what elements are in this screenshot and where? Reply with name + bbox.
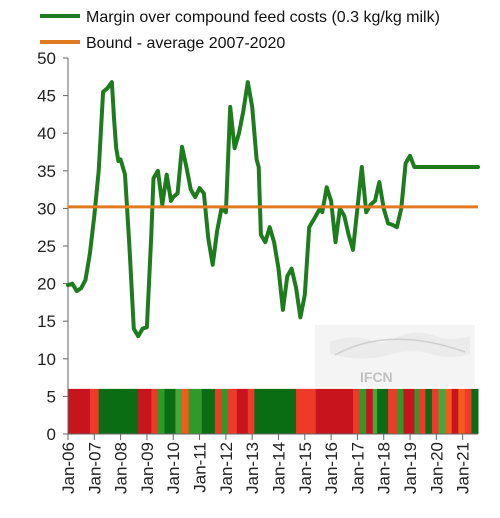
heat-segment — [353, 388, 361, 434]
heat-segment — [236, 388, 249, 434]
x-tick-label: Jan-20 — [427, 442, 446, 494]
x-tick-label: Jan-21 — [454, 442, 473, 494]
y-tick-label: 30 — [37, 199, 56, 218]
x-tick-label: Jan-07 — [85, 442, 104, 494]
heat-segment — [188, 388, 203, 434]
series-layer — [66, 80, 480, 339]
heat-segment — [425, 388, 433, 434]
y-tick-label: 35 — [37, 162, 56, 181]
heat-segment — [201, 388, 216, 434]
heat-segment — [254, 388, 297, 434]
x-tick-label: Jan-16 — [322, 442, 341, 494]
y-tick-label: 25 — [37, 237, 56, 256]
heat-segment — [138, 388, 152, 434]
legend: Margin over compound feed costs (0.3 kg/… — [40, 9, 440, 52]
y-tick-label: 20 — [37, 275, 56, 294]
heat-segment — [451, 388, 459, 434]
y-tick-label: 0 — [47, 425, 56, 444]
x-tick-label: Jan-09 — [138, 442, 157, 494]
x-tick-label: Jan-14 — [269, 442, 288, 494]
x-tick-label: Jan-18 — [375, 442, 394, 494]
heat-segment — [431, 388, 440, 434]
x-tick-label: Jan-17 — [348, 442, 367, 494]
heat-segment — [464, 388, 472, 434]
heat-segment — [396, 388, 404, 434]
heat-segment — [359, 388, 367, 434]
heat-segment — [418, 388, 426, 434]
x-tick-label: Jan-08 — [112, 442, 131, 494]
heat-segment — [164, 388, 176, 434]
legend-label: Bound - average 2007-2020 — [86, 35, 285, 52]
y-tick-label: 40 — [37, 124, 56, 143]
x-tick-label: Jan-12 — [217, 442, 236, 494]
heat-segment — [175, 388, 183, 434]
y-tick-label: 15 — [37, 312, 56, 331]
heat-segment — [388, 388, 398, 434]
x-tick-label: Jan-13 — [243, 442, 262, 494]
watermark-text: IFCN — [360, 369, 393, 385]
y-tick-label: 10 — [37, 350, 56, 369]
heat-segment — [458, 388, 466, 434]
heat-segment — [296, 388, 317, 434]
heat-segment — [214, 388, 222, 434]
heat-segment — [372, 388, 378, 434]
heat-segment — [471, 388, 479, 434]
heat-segment — [151, 388, 159, 434]
margin-series-line — [66, 80, 480, 339]
heat-segment — [247, 388, 255, 434]
axes: 0 5 10 15 20 25 30 35 40 45 50 Jan-06 Jan-07 Jan-08 Ja… — [37, 49, 478, 494]
heat-segment — [89, 388, 100, 434]
heat-segment — [366, 388, 374, 434]
y-tick-label: 45 — [37, 87, 56, 106]
y-tick-label: 5 — [47, 387, 56, 406]
ifcn-watermark: IFCN — [315, 325, 475, 387]
x-tick-label: Jan-06 — [59, 442, 78, 494]
y-tick-label: 50 — [37, 49, 56, 68]
heat-segment — [157, 388, 165, 434]
heat-band — [68, 388, 479, 434]
heat-segment — [315, 388, 354, 434]
legend-label: Margin over compound feed costs (0.3 kg/… — [86, 9, 440, 26]
heat-segment — [98, 388, 139, 434]
heat-segment — [228, 388, 238, 434]
x-tick-label: Jan-15 — [296, 442, 315, 494]
heat-segment — [414, 388, 420, 434]
heat-segment — [445, 388, 453, 434]
heat-segment — [221, 388, 229, 434]
heat-segment — [403, 388, 415, 434]
heat-segment — [438, 388, 446, 434]
x-tick-label: Jan-19 — [401, 442, 420, 494]
heat-segment — [377, 388, 389, 434]
x-tick-label: Jan-10 — [164, 442, 183, 494]
heat-segment — [68, 388, 91, 434]
heat-segment — [182, 388, 190, 434]
x-tick-label: Jan-11 — [191, 442, 210, 493]
